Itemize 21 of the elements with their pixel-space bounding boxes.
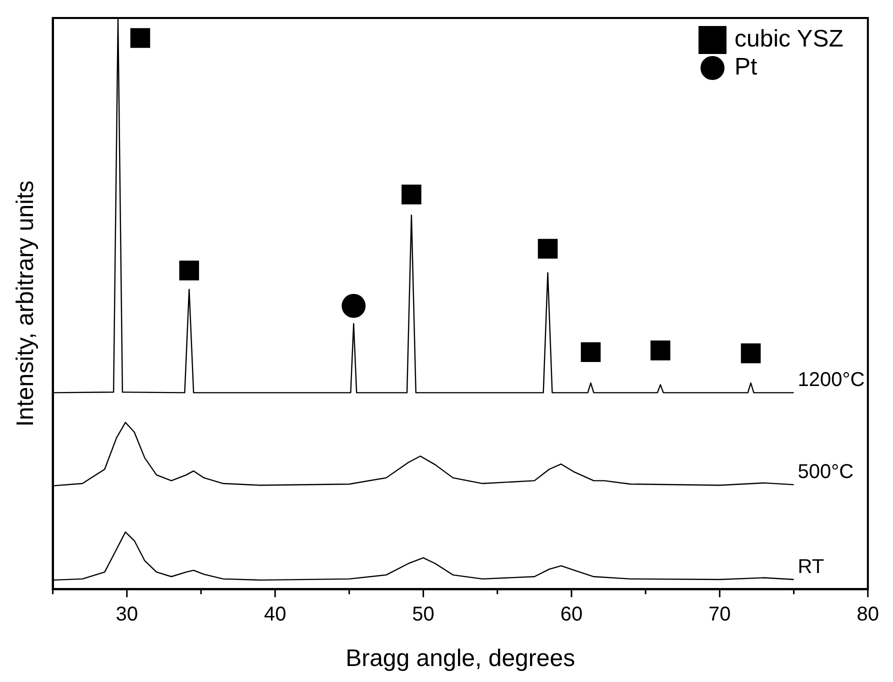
legend-label: cubic YSZ	[734, 26, 844, 53]
series-label: 1200°C	[798, 369, 865, 392]
point	[342, 294, 366, 318]
point	[740, 343, 761, 364]
series-label: 500°C	[798, 461, 854, 484]
x-axis-title: Bragg angle, degrees	[346, 645, 576, 672]
point	[402, 184, 422, 204]
x-tick-label: 30	[116, 604, 138, 626]
point	[538, 238, 558, 259]
point	[130, 28, 150, 48]
x-tick-label: 50	[412, 604, 434, 626]
x-tick-label: 40	[264, 604, 286, 626]
x-tick-label: 60	[560, 604, 583, 626]
point	[580, 342, 601, 362]
point	[179, 260, 200, 280]
legend-label: Pt	[734, 54, 758, 81]
point	[650, 340, 670, 360]
y-axis-title: Intensity, arbitrary units	[12, 180, 40, 427]
x-tick-label: 80	[856, 604, 879, 626]
series-label: RT	[798, 556, 824, 578]
x-tick-label: 70	[708, 604, 731, 626]
